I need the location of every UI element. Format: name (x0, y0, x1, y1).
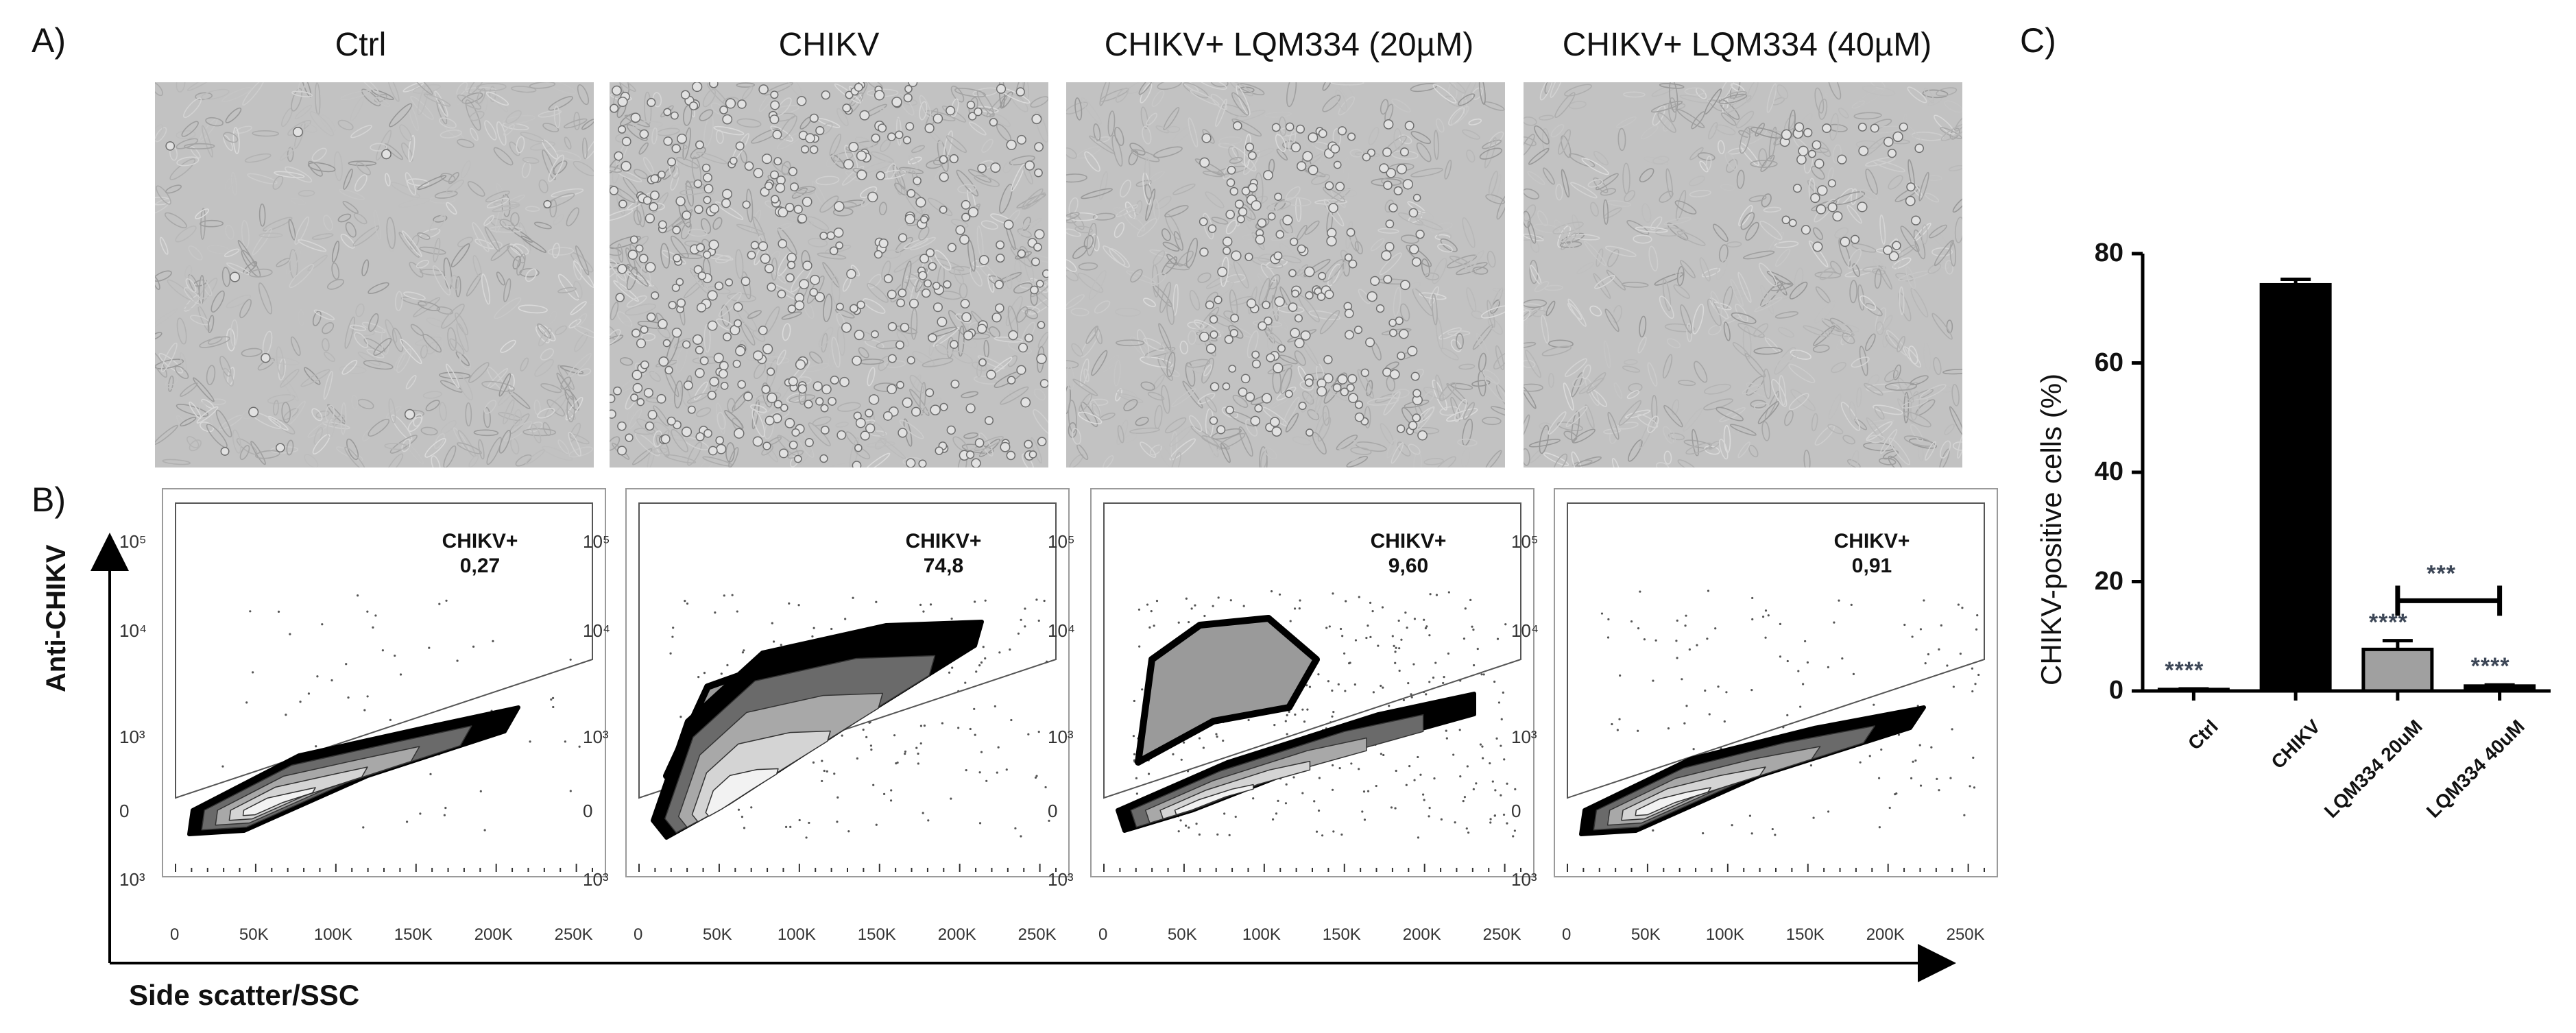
flow-x-tick-label: 150K (1322, 925, 1361, 944)
flow-y-tick-label: 10⁴ (1511, 620, 1539, 641)
flow-x-tick-label: 100K (313, 925, 352, 944)
panel-letter-b: B) (32, 481, 66, 519)
gate-name: CHIKV+ (1833, 530, 1910, 552)
flow-x-tick-label: 250K (1946, 925, 1985, 944)
flow-x-tick-label: 0 (170, 925, 180, 944)
flow-y-tick-label: 10³ (1048, 727, 1074, 747)
micro-title-chikv: CHIKV (778, 27, 880, 63)
gate-label-lqm334-40: CHIKV+ 0,91 (1824, 529, 1920, 579)
flow-plot-lqm334-40 (1554, 488, 1998, 877)
gate-value: 9,60 (1388, 555, 1429, 577)
bar-chart-y-tick-label: 40 (2094, 457, 2123, 486)
flow-plot-chikv (625, 488, 1070, 877)
micro-title-ctrl: Ctrl (335, 27, 387, 63)
gate-label-ctrl: CHIKV+ 0,27 (432, 529, 528, 579)
significance-stars: **** (2470, 653, 2510, 680)
significance-bracket-label: *** (2427, 561, 2456, 587)
gate-name: CHIKV+ (905, 530, 982, 552)
flow-y-tick-label: 10⁴ (119, 620, 147, 641)
flow-x-tick-label: 250K (1482, 925, 1521, 944)
flow-y-tick-label: 10⁴ (583, 620, 611, 641)
flow-y-tick-label: 0 (1048, 801, 1058, 821)
significance-stars: **** (2165, 657, 2204, 684)
flow-y-tick-label: 10³ (1511, 727, 1537, 747)
bar-3 (2464, 684, 2536, 693)
flow-x-tick-label: 50K (239, 925, 269, 944)
panel-letter-a: A) (32, 21, 66, 60)
micrograph-ctrl (155, 82, 594, 467)
flow-x-tick-label: 0 (634, 925, 643, 944)
gate-value: 0,27 (459, 555, 501, 577)
micrograph-lqm334-20 (1066, 82, 1505, 467)
gate-value: 0,91 (1851, 555, 1892, 577)
flow-y-tick-label: 10³ (1511, 869, 1537, 890)
significance-bracket (2395, 585, 2503, 616)
micro-title-lqm334-40: CHIKV+ LQM334 (40µM) (1562, 27, 1932, 63)
flow-x-tick-label: 100K (1242, 925, 1281, 944)
flow-y-tick-label: 10⁵ (1048, 531, 1075, 552)
bar-chart-y-tick-label: 0 (2108, 676, 2123, 705)
gate-name: CHIKV+ (442, 530, 518, 552)
gate-label-lqm334-20: CHIKV+ 9,60 (1360, 529, 1456, 579)
bar-chart-y-axis-label: CHIKV-positive cells (%) (2035, 373, 2067, 685)
flow-x-tick-label: 50K (702, 925, 732, 944)
bar-1 (2259, 282, 2332, 693)
panel-letter-c: C) (2020, 21, 2056, 60)
flow-y-tick-label: 10³ (583, 869, 609, 890)
bar-chart-y-tick-label: 80 (2094, 239, 2123, 267)
flow-x-tick-label: 200K (937, 925, 976, 944)
bar-chart-y-tick-label: 60 (2094, 348, 2123, 377)
flow-x-tick-label: 0 (1562, 925, 1572, 944)
bar-2 (2361, 647, 2434, 693)
flow-y-tick-label: 10⁵ (1511, 531, 1539, 552)
flow-x-tick-label: 200K (474, 925, 513, 944)
gate-name: CHIKV+ (1370, 530, 1447, 552)
flow-y-tick-label: 10⁴ (1048, 620, 1076, 641)
micrograph-chikv (610, 82, 1048, 467)
flow-y-tick-label: 10³ (1048, 869, 1074, 890)
flow-y-tick-label: 0 (1511, 801, 1521, 821)
flow-x-tick-label: 250K (554, 925, 593, 944)
flow-x-tick-label: 100K (777, 925, 816, 944)
flow-x-tick-label: 250K (1018, 925, 1057, 944)
flow-x-tick-label: 150K (857, 925, 896, 944)
flow-x-tick-label: 150K (1785, 925, 1825, 944)
significance-stars: **** (2368, 609, 2408, 635)
flow-x-tick-label: 150K (394, 925, 433, 944)
micro-title-lqm334-20: CHIKV+ LQM334 (20µM) (1104, 27, 1474, 63)
flow-x-tick-label: 100K (1705, 925, 1744, 944)
flow-plot-lqm334-20 (1090, 488, 1534, 877)
flow-y-tick-label: 10⁵ (583, 531, 610, 552)
bar-chart-y-tick-label: 20 (2094, 566, 2123, 596)
flow-y-tick-label: 10³ (583, 727, 609, 747)
flow-y-tick-label: 10³ (119, 727, 145, 747)
flow-x-tick-label: 0 (1098, 925, 1108, 944)
flow-y-tick-label: 10³ (119, 869, 145, 890)
gate-label-chikv: CHIKV+ 74,8 (895, 529, 991, 579)
flow-y-tick-label: 0 (583, 801, 593, 821)
flow-x-tick-label: 50K (1630, 925, 1661, 944)
micrograph-lqm334-40 (1524, 82, 1962, 467)
flow-x-tick-label: 200K (1866, 925, 1905, 944)
flow-x-tick-label: 50K (1167, 925, 1197, 944)
gate-value: 74,8 (923, 555, 964, 577)
flow-x-tick-label: 200K (1402, 925, 1441, 944)
flow-x-axis-label: Side scatter/SSC (129, 979, 360, 1011)
flow-y-tick-label: 0 (119, 801, 130, 821)
flow-plot-ctrl (162, 488, 606, 877)
